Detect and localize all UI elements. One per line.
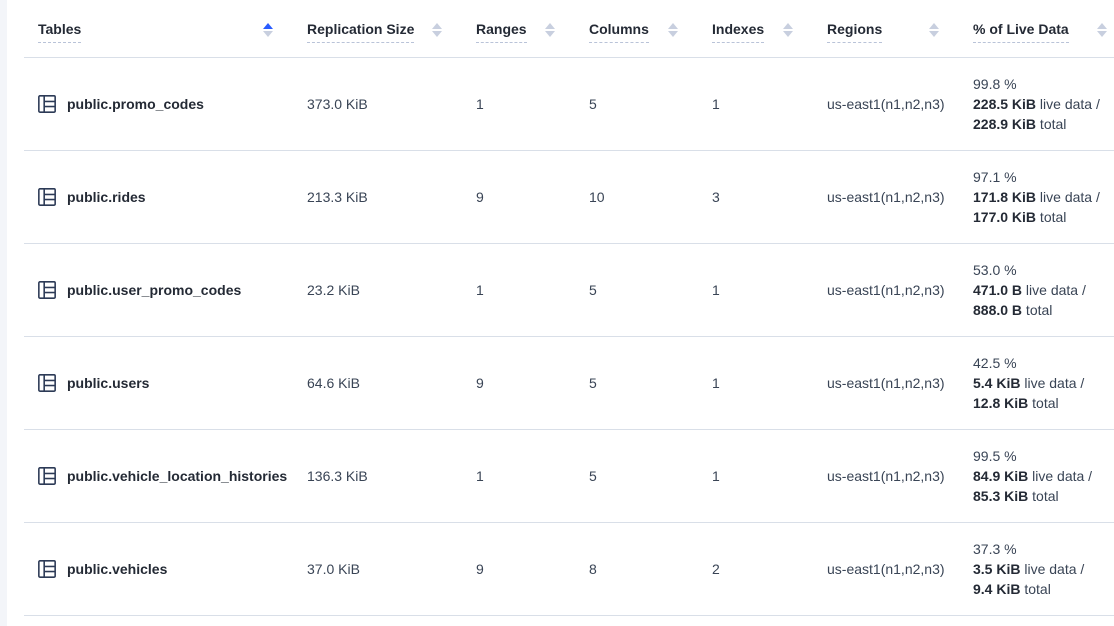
columns-cell: 8 (589, 522, 712, 616)
ranges-cell: 1 (476, 57, 589, 151)
table-name-link[interactable]: public.promo_codes (67, 95, 204, 112)
live-data-cell: 99.8 % 228.5 KiB live data / 228.9 KiB t… (973, 57, 1114, 151)
regions-cell: us-east1(n1,n2,n3) (827, 57, 973, 151)
live-data-cell: 99.5 % 84.9 KiB live data / 85.3 KiB tot… (973, 429, 1114, 523)
total-data-size: 85.3 KiB total (973, 487, 1059, 504)
total-data-size: 9.4 KiB total (973, 580, 1051, 597)
regions-cell: us-east1(n1,n2,n3) (827, 429, 973, 523)
column-header-columns[interactable]: Columns (589, 0, 712, 58)
table-grid-icon (38, 280, 56, 299)
live-data-size: 5.4 KiB live data / (973, 374, 1085, 391)
total-data-size: 12.8 KiB total (973, 394, 1059, 411)
live-data-percent: 42.5 % (973, 354, 1017, 371)
live-data-size: 84.9 KiB live data / (973, 467, 1093, 484)
table-body: public.promo_codes 373.0 KiB 1 5 1 us-ea… (24, 57, 1114, 616)
live-data-cell: 42.5 % 5.4 KiB live data / 12.8 KiB tota… (973, 336, 1114, 430)
table-row[interactable]: public.vehicle_location_histories 136.3 … (24, 429, 1114, 523)
columns-cell: 5 (589, 336, 712, 430)
replication-size-cell: 213.3 KiB (307, 150, 476, 244)
sort-icon[interactable] (432, 23, 442, 38)
live-data-size: 3.5 KiB live data / (973, 560, 1085, 577)
replication-size-cell: 37.0 KiB (307, 522, 476, 616)
table-name-link[interactable]: public.vehicles (67, 560, 168, 577)
table-grid-icon (38, 94, 56, 113)
live-data-percent: 97.1 % (973, 168, 1017, 185)
table-header: Tables Replication Size Ranges (24, 0, 1114, 58)
indexes-cell: 1 (712, 57, 827, 151)
page-left-gutter (0, 0, 7, 626)
table-row[interactable]: public.rides 213.3 KiB 9 10 3 us-east1(n… (24, 150, 1114, 244)
live-data-percent: 99.8 % (973, 75, 1017, 92)
table-row[interactable]: public.users 64.6 KiB 9 5 1 us-east1(n1,… (24, 336, 1114, 430)
replication-size-cell: 23.2 KiB (307, 243, 476, 337)
column-header-label: Replication Size (307, 21, 415, 44)
total-data-size: 888.0 B total (973, 301, 1053, 318)
sort-icon[interactable] (929, 23, 939, 38)
total-data-size: 228.9 KiB total (973, 115, 1067, 132)
table-row[interactable]: public.promo_codes 373.0 KiB 1 5 1 us-ea… (24, 57, 1114, 151)
table-name-link[interactable]: public.vehicle_location_histories (67, 467, 288, 484)
regions-cell: us-east1(n1,n2,n3) (827, 336, 973, 430)
table-grid-icon (38, 187, 56, 206)
sort-icon[interactable] (263, 23, 273, 38)
live-data-size: 171.8 KiB live data / (973, 188, 1100, 205)
live-data-cell: 37.3 % 3.5 KiB live data / 9.4 KiB total (973, 522, 1114, 616)
table-grid-icon (38, 559, 56, 578)
regions-cell: us-east1(n1,n2,n3) (827, 150, 973, 244)
table-grid-icon (38, 373, 56, 392)
sort-icon[interactable] (668, 23, 678, 38)
table-row[interactable]: public.user_promo_codes 23.2 KiB 1 5 1 u… (24, 243, 1114, 337)
indexes-cell: 2 (712, 522, 827, 616)
table-name-link[interactable]: public.rides (67, 188, 146, 205)
column-header-label: Regions (827, 21, 883, 44)
indexes-cell: 1 (712, 243, 827, 337)
indexes-cell: 1 (712, 429, 827, 523)
tables-table: Tables Replication Size Ranges (24, 0, 1114, 616)
table-row[interactable]: public.vehicles 37.0 KiB 9 8 2 us-east1(… (24, 522, 1114, 616)
column-header-regions[interactable]: Regions (827, 0, 973, 58)
columns-cell: 5 (589, 429, 712, 523)
columns-cell: 10 (589, 150, 712, 244)
replication-size-cell: 373.0 KiB (307, 57, 476, 151)
ranges-cell: 9 (476, 150, 589, 244)
column-header-live-data[interactable]: % of Live Data (973, 0, 1114, 58)
column-header-indexes[interactable]: Indexes (712, 0, 827, 58)
replication-size-cell: 64.6 KiB (307, 336, 476, 430)
ranges-cell: 1 (476, 429, 589, 523)
ranges-cell: 1 (476, 243, 589, 337)
column-header-label: Tables (38, 21, 82, 44)
live-data-percent: 53.0 % (973, 261, 1017, 278)
table-name-link[interactable]: public.users (67, 374, 150, 391)
live-data-percent: 99.5 % (973, 447, 1017, 464)
columns-cell: 5 (589, 57, 712, 151)
table-name-link[interactable]: public.user_promo_codes (67, 281, 242, 298)
column-header-label: Indexes (712, 21, 765, 44)
column-header-tables[interactable]: Tables (24, 0, 307, 58)
column-header-ranges[interactable]: Ranges (476, 0, 589, 58)
column-header-replication-size[interactable]: Replication Size (307, 0, 476, 58)
sort-icon[interactable] (545, 23, 555, 38)
live-data-size: 228.5 KiB live data / (973, 95, 1100, 112)
indexes-cell: 3 (712, 150, 827, 244)
column-header-label: % of Live Data (973, 21, 1069, 44)
sort-icon[interactable] (783, 23, 793, 38)
total-data-size: 177.0 KiB total (973, 208, 1067, 225)
regions-cell: us-east1(n1,n2,n3) (827, 522, 973, 616)
column-header-label: Columns (589, 21, 649, 44)
table-grid-icon (38, 466, 56, 485)
regions-cell: us-east1(n1,n2,n3) (827, 243, 973, 337)
tables-list: Tables Replication Size Ranges (24, 0, 1114, 616)
live-data-cell: 53.0 % 471.0 B live data / 888.0 B total (973, 243, 1114, 337)
columns-cell: 5 (589, 243, 712, 337)
sort-icon[interactable] (1097, 23, 1107, 38)
replication-size-cell: 136.3 KiB (307, 429, 476, 523)
live-data-cell: 97.1 % 171.8 KiB live data / 177.0 KiB t… (973, 150, 1114, 244)
indexes-cell: 1 (712, 336, 827, 430)
column-header-label: Ranges (476, 21, 527, 44)
live-data-size: 471.0 B live data / (973, 281, 1086, 298)
live-data-percent: 37.3 % (973, 540, 1017, 557)
ranges-cell: 9 (476, 522, 589, 616)
ranges-cell: 9 (476, 336, 589, 430)
